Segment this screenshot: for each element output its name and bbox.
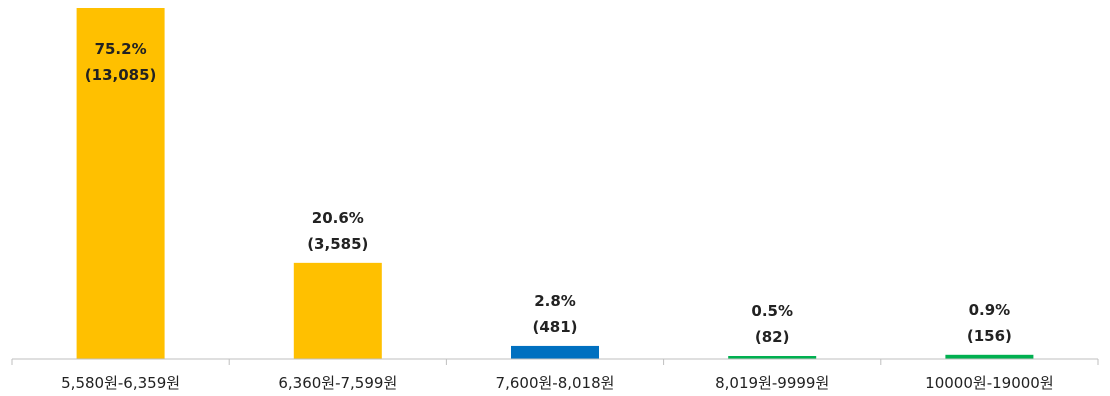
bar [728, 356, 817, 359]
bar-count-label: (481) [532, 318, 577, 336]
bar-value-label: 75.2% [95, 40, 147, 58]
bar-value-label: 2.8% [534, 292, 576, 310]
x-axis-ticks [11, 359, 1099, 365]
x-tick-label: 10000원-19000원 [925, 374, 1053, 392]
bar [293, 262, 382, 359]
bar-count-label: (82) [755, 328, 790, 346]
bar [76, 8, 165, 359]
bar [945, 354, 1034, 359]
bar-count-label: (13,085) [85, 66, 157, 84]
x-tick-label: 5,580원-6,359원 [61, 374, 180, 392]
bar-count-label: (156) [967, 327, 1012, 345]
bar [511, 345, 599, 359]
x-tick-label: 8,019원-9999원 [715, 374, 829, 392]
x-tick-label: 7,600원-8,018원 [496, 374, 615, 392]
bars-group [76, 8, 1034, 359]
x-tick-label: 6,360원-7,599원 [278, 374, 397, 392]
bar-count-label: (3,585) [307, 235, 368, 253]
bar-value-label: 0.9% [969, 301, 1011, 319]
bar-value-label: 0.5% [751, 302, 793, 320]
labels-group: 75.2% (13,085) 5,580원-6,359원 20.6% (3,585) 6,… [61, 40, 1053, 392]
bar-value-label: 20.6% [312, 209, 364, 227]
